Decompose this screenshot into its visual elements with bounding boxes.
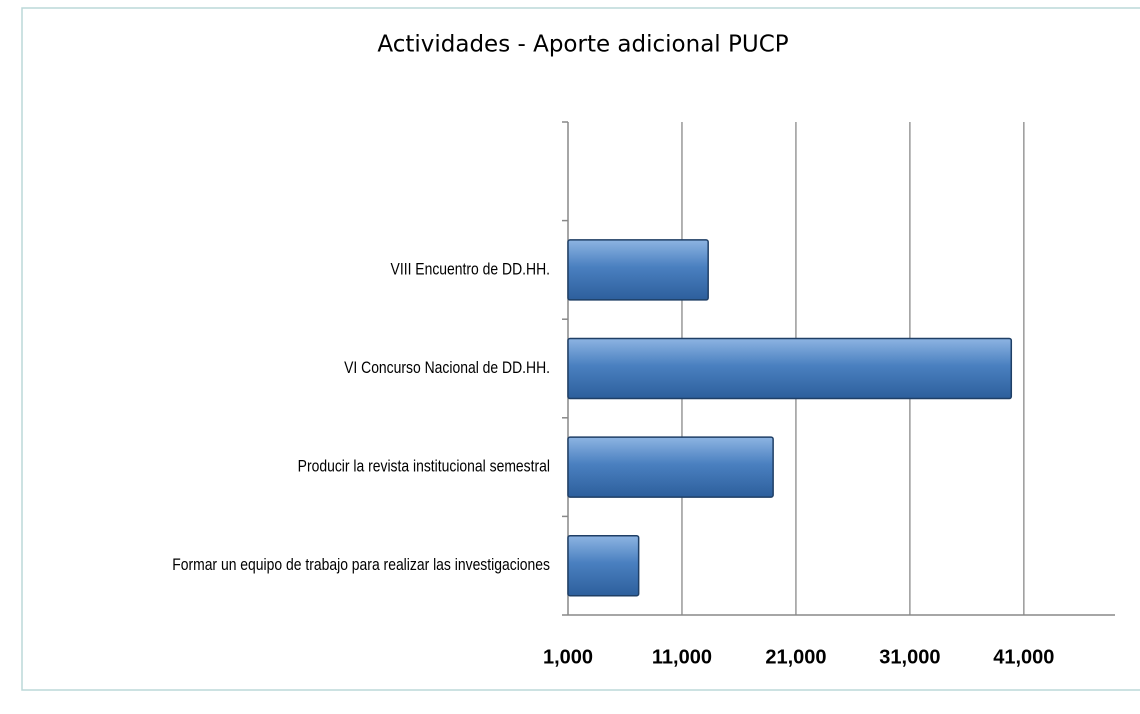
x-tick-label: 21,000 [765, 646, 826, 668]
chart-title: Actividades - Aporte adicional PUCP [377, 32, 788, 58]
x-tick-label: 31,000 [879, 646, 940, 668]
bar [567, 534, 640, 597]
y-tick-label: Producir la revista institucional semest… [298, 457, 550, 476]
x-tick-label: 41,000 [993, 646, 1054, 668]
y-tick-label: VIII Encuentro de DD.HH. [391, 260, 550, 279]
bar [567, 436, 774, 498]
bar [567, 239, 709, 301]
x-tick-label: 11,000 [652, 646, 712, 668]
x-tick-label: 1,000 [543, 646, 593, 668]
bar [567, 337, 1013, 400]
y-tick-label: VI Concurso Nacional de DD.HH. [344, 359, 550, 378]
y-tick-label: Formar un equipo de trabajo para realiza… [172, 556, 550, 575]
